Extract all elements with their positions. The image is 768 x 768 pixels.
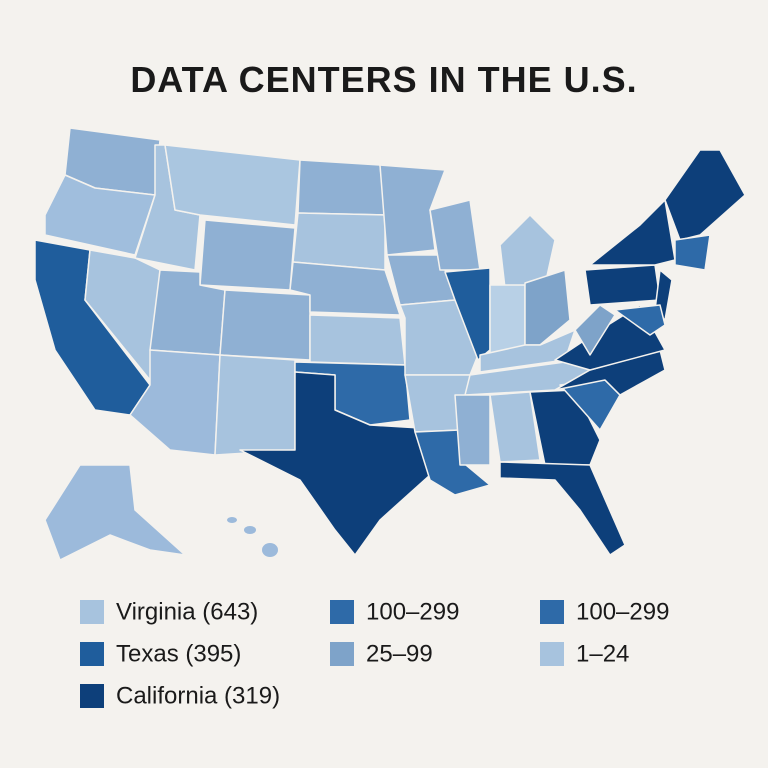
state xyxy=(614,304,666,336)
legend: Virginia (643) Texas (395) California (319… xyxy=(80,598,669,709)
state xyxy=(499,214,556,289)
state xyxy=(214,354,296,456)
state xyxy=(589,199,676,266)
state xyxy=(454,394,491,466)
state xyxy=(524,269,571,346)
legend-swatch xyxy=(80,642,104,666)
state xyxy=(289,261,401,316)
state xyxy=(489,284,526,356)
state xyxy=(262,543,278,557)
legend-swatch xyxy=(540,642,564,666)
state xyxy=(297,159,386,216)
state xyxy=(164,144,301,226)
state xyxy=(199,219,296,291)
state xyxy=(379,164,446,256)
state xyxy=(574,304,616,356)
state xyxy=(499,461,626,556)
legend-label: 100–299 xyxy=(366,598,459,625)
legend-label: 100–299 xyxy=(576,598,669,625)
legend-swatch xyxy=(330,600,354,624)
state xyxy=(239,371,431,556)
legend-swatch xyxy=(330,642,354,666)
state xyxy=(292,212,386,271)
map-title: DATA CENTERS IN THE U.S. xyxy=(130,59,637,100)
legend-swatch xyxy=(80,600,104,624)
state xyxy=(489,391,541,463)
state xyxy=(309,314,406,366)
state xyxy=(584,264,661,306)
legend-label: Virginia (643) xyxy=(116,598,258,625)
state xyxy=(244,526,256,534)
us-map xyxy=(34,127,746,561)
legend-label: 1–24 xyxy=(576,640,629,667)
legend-swatch xyxy=(540,600,564,624)
legend-label: California (319) xyxy=(116,682,280,709)
legend-swatch xyxy=(80,684,104,708)
legend-label: Texas (395) xyxy=(116,640,241,667)
state xyxy=(227,517,237,523)
state xyxy=(674,234,711,271)
legend-label: 25–99 xyxy=(366,640,433,667)
state xyxy=(219,289,311,361)
state xyxy=(44,464,186,561)
